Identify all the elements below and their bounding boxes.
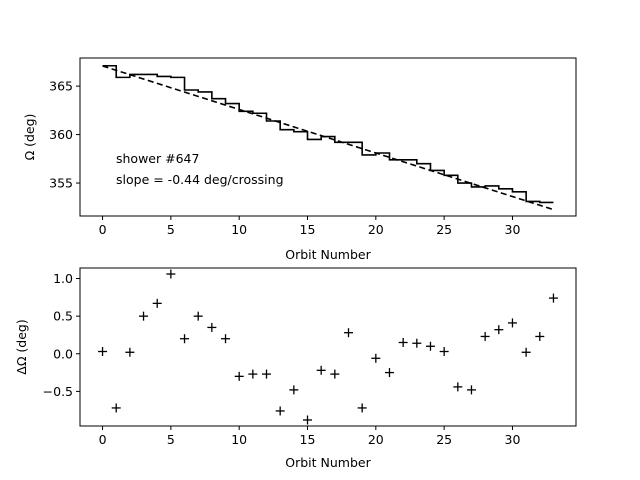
delta-omega-point (330, 369, 340, 379)
x-tick-label: 0 (99, 432, 107, 447)
x-tick-label: 10 (231, 432, 247, 447)
top-x-axis-ticks: 0 5 10 15 20 25 30 (99, 216, 521, 237)
delta-omega-point (193, 311, 203, 321)
x-tick-label: 20 (368, 432, 384, 447)
delta-omega-point (152, 298, 162, 308)
y-tick-label: −0.5 (43, 384, 73, 399)
y-tick-label: 1.0 (53, 271, 73, 286)
delta-omega-point (316, 365, 326, 375)
delta-omega-points (98, 269, 558, 425)
bottom-x-axis-label: Orbit Number (285, 455, 371, 470)
delta-omega-point (371, 353, 381, 363)
delta-omega-point (207, 322, 217, 332)
x-tick-label: 15 (300, 222, 316, 237)
x-tick-label: 10 (231, 222, 247, 237)
top-plot-frame (79, 57, 577, 217)
delta-omega-point (111, 403, 121, 413)
omega-step-series (102, 64, 554, 204)
delta-omega-point (412, 338, 422, 348)
delta-omega-point (548, 293, 558, 303)
x-tick-label: 5 (167, 222, 175, 237)
delta-omega-point (234, 371, 244, 381)
delta-omega-point (535, 331, 545, 341)
delta-omega-point (521, 347, 531, 357)
delta-omega-point (166, 269, 176, 279)
delta-omega-point (248, 369, 258, 379)
top-y-axis-label: Ω (deg) (22, 114, 37, 161)
delta-omega-point (98, 347, 108, 357)
delta-omega-point (453, 382, 463, 392)
delta-omega-point (507, 318, 517, 328)
delta-omega-point (357, 403, 367, 413)
delta-omega-point (384, 368, 394, 378)
top-y-axis-ticks: 355 360 365 (49, 79, 80, 191)
delta-omega-point (125, 347, 135, 357)
shower-annotation: shower #647 (116, 151, 199, 166)
bottom-plot-frame (79, 267, 577, 427)
x-tick-label: 0 (99, 222, 107, 237)
x-tick-label: 30 (505, 432, 521, 447)
delta-omega-point (494, 325, 504, 335)
delta-omega-point (425, 341, 435, 351)
x-tick-label: 25 (436, 222, 452, 237)
x-tick-label: 30 (505, 222, 521, 237)
delta-omega-point (398, 337, 408, 347)
bottom-x-axis-ticks: 0 5 10 15 20 25 30 (99, 426, 521, 447)
x-tick-label: 5 (167, 432, 175, 447)
top-chart-panel: 0 5 10 15 20 25 30 355 360 365 shower #647 slope… (22, 57, 577, 262)
delta-omega-point (139, 311, 149, 321)
delta-omega-point (289, 385, 299, 395)
slope-annotation: slope = -0.44 deg/crossing (116, 172, 284, 187)
x-tick-label: 20 (368, 222, 384, 237)
delta-omega-point (343, 328, 353, 338)
delta-omega-point (466, 385, 476, 395)
bottom-y-axis-ticks: −0.5 0.0 0.5 1.0 (43, 271, 80, 399)
bottom-chart-panel: 0 5 10 15 20 25 30 −0.50.00.51.0 Orbit Number … (14, 267, 577, 470)
x-tick-label: 25 (436, 432, 452, 447)
x-tick-label: 15 (300, 432, 316, 447)
delta-omega-point (275, 406, 285, 416)
delta-omega-point (303, 415, 313, 425)
y-tick-label: 365 (49, 79, 73, 94)
bottom-y-axis-label: ΔΩ (deg) (14, 319, 29, 374)
y-tick-label: 0.5 (53, 309, 73, 324)
y-tick-label: 360 (49, 127, 73, 142)
y-tick-label: 0.0 (53, 346, 73, 361)
delta-omega-point (262, 369, 272, 379)
delta-omega-point (180, 334, 190, 344)
delta-omega-point (439, 347, 449, 357)
slope-fit-dashed-line (102, 65, 554, 211)
delta-omega-point (221, 334, 231, 344)
y-tick-label: 355 (49, 176, 73, 191)
delta-omega-point (480, 331, 490, 341)
top-x-axis-label: Orbit Number (285, 247, 371, 262)
